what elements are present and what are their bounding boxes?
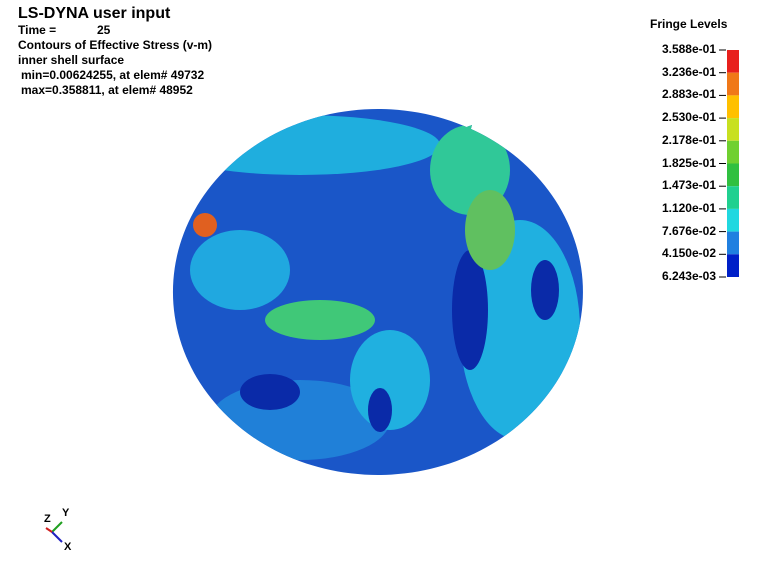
triad-y: Y [62, 507, 70, 519]
fringe-level: 7.676e-02 [661, 223, 716, 238]
fringe-level: 1.473e-01 [661, 178, 716, 193]
fringe-level: 4.150e-02 [661, 246, 716, 261]
stress-contour [172, 109, 583, 476]
fringe-level: 6.243e-03 [661, 269, 716, 283]
fringe-level: 2.883e-01 [661, 87, 716, 102]
legend-colors [727, 50, 739, 277]
title: LS-DYNA user input [18, 5, 171, 22]
fringe-level: 3.236e-01 [661, 64, 716, 79]
axis-triad [45, 521, 63, 543]
triad-x: X [64, 541, 72, 553]
time-value: 25 [97, 23, 111, 37]
time-label: Time = [18, 23, 57, 37]
info-line: max=0.358811, at elem# 48952 [21, 83, 193, 97]
info-line: min=0.00624255, at elem# 49732 [21, 68, 205, 82]
info-line: inner shell surface [18, 53, 125, 67]
fringe-level: 2.530e-01 [661, 110, 716, 125]
info-line: Contours of Effective Stress (v-m) [18, 38, 213, 52]
fringe-level: 1.825e-01 [661, 155, 716, 170]
triad-z: Z [44, 513, 51, 525]
fringe-level: 2.178e-01 [661, 132, 716, 147]
fringe-level: 1.120e-01 [661, 200, 716, 215]
fringe-level: 3.588e-01 [661, 42, 716, 56]
legend-title: Fringe Levels [650, 17, 728, 31]
